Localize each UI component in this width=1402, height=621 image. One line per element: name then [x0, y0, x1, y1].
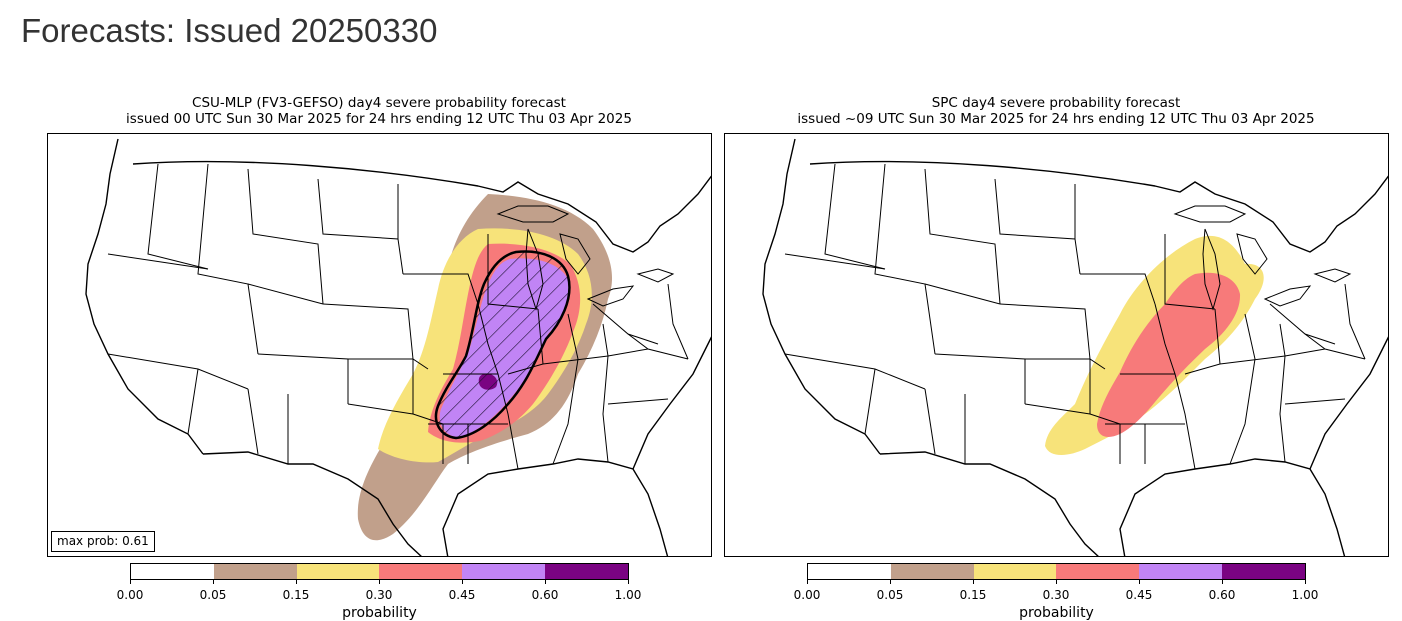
tick-label: 0.05: [876, 588, 904, 602]
colorbar-segment-0.60-1.00: [545, 564, 628, 579]
page-title: Forecasts: Issued 20250330: [21, 12, 438, 49]
probability-contours: [1045, 235, 1264, 455]
probability-colorbar: [807, 563, 1306, 580]
colorbar-segment-0.45-0.60: [1139, 564, 1223, 579]
colorbar-ticks: 0.00 0.05 0.15 0.30 0.45 0.60 1.00: [794, 580, 1318, 620]
tick-label: 0.60: [1208, 588, 1236, 602]
colorbar-segment-0.45-0.60: [462, 564, 546, 579]
tick-label: 0.15: [959, 588, 987, 602]
tick-label: 1.00: [1291, 588, 1319, 602]
significant-severe-hatch: [434, 250, 571, 440]
probability-colorbar: [130, 563, 629, 580]
spc-forecast-panel: SPC day4 severe probability forecast iss…: [711, 92, 1391, 621]
colorbar-segment-0.05-0.15: [213, 564, 297, 579]
tick-label: 0.05: [199, 588, 227, 602]
tick-label: 0.00: [793, 588, 821, 602]
tick-label: 0.45: [1125, 588, 1153, 602]
colorbar-segment-0.60-1.00: [1222, 564, 1305, 579]
tick-label: 0.30: [365, 588, 393, 602]
tick-label: 0.30: [1042, 588, 1070, 602]
colorbar-segment-0.30-0.45: [1056, 564, 1140, 579]
tick-label: 0.15: [282, 588, 310, 602]
csu-mlp-forecast-panel: CSU-MLP (FV3-GEFSO) day4 severe probabil…: [34, 92, 714, 621]
colorbar-segment-0.00-0.05: [808, 564, 891, 579]
colorbar-segment-0.15-0.30: [973, 564, 1057, 579]
colorbar-label: probability: [342, 605, 417, 621]
colorbar-segment-0.15-0.30: [296, 564, 380, 579]
panel-title-line1: SPC day4 severe probability forecast: [931, 95, 1181, 111]
tick-label: 1.00: [614, 588, 642, 602]
colorbar-ticks: 0.00 0.05 0.15 0.30 0.45 0.60 1.00: [117, 580, 641, 620]
colorbar-segment-0.30-0.45: [379, 564, 463, 579]
panel-title-line2: issued 00 UTC Sun 30 Mar 2025 for 24 hrs…: [126, 111, 632, 127]
panel-title-line1: CSU-MLP (FV3-GEFSO) day4 severe probabil…: [192, 95, 566, 111]
colorbar-segment-0.00-0.05: [131, 564, 214, 579]
tick-label: 0.60: [531, 588, 559, 602]
colorbar-label: probability: [1019, 605, 1094, 621]
colorbar-segment-0.05-0.15: [890, 564, 974, 579]
max-prob-label: max prob: 0.61: [51, 531, 155, 552]
panel-title-line2: issued ~09 UTC Sun 30 Mar 2025 for 24 hr…: [797, 111, 1315, 127]
tick-label: 0.45: [448, 588, 476, 602]
tick-label: 0.00: [116, 588, 144, 602]
probability-map: [724, 133, 1389, 557]
probability-map: max prob: 0.61: [47, 133, 712, 557]
